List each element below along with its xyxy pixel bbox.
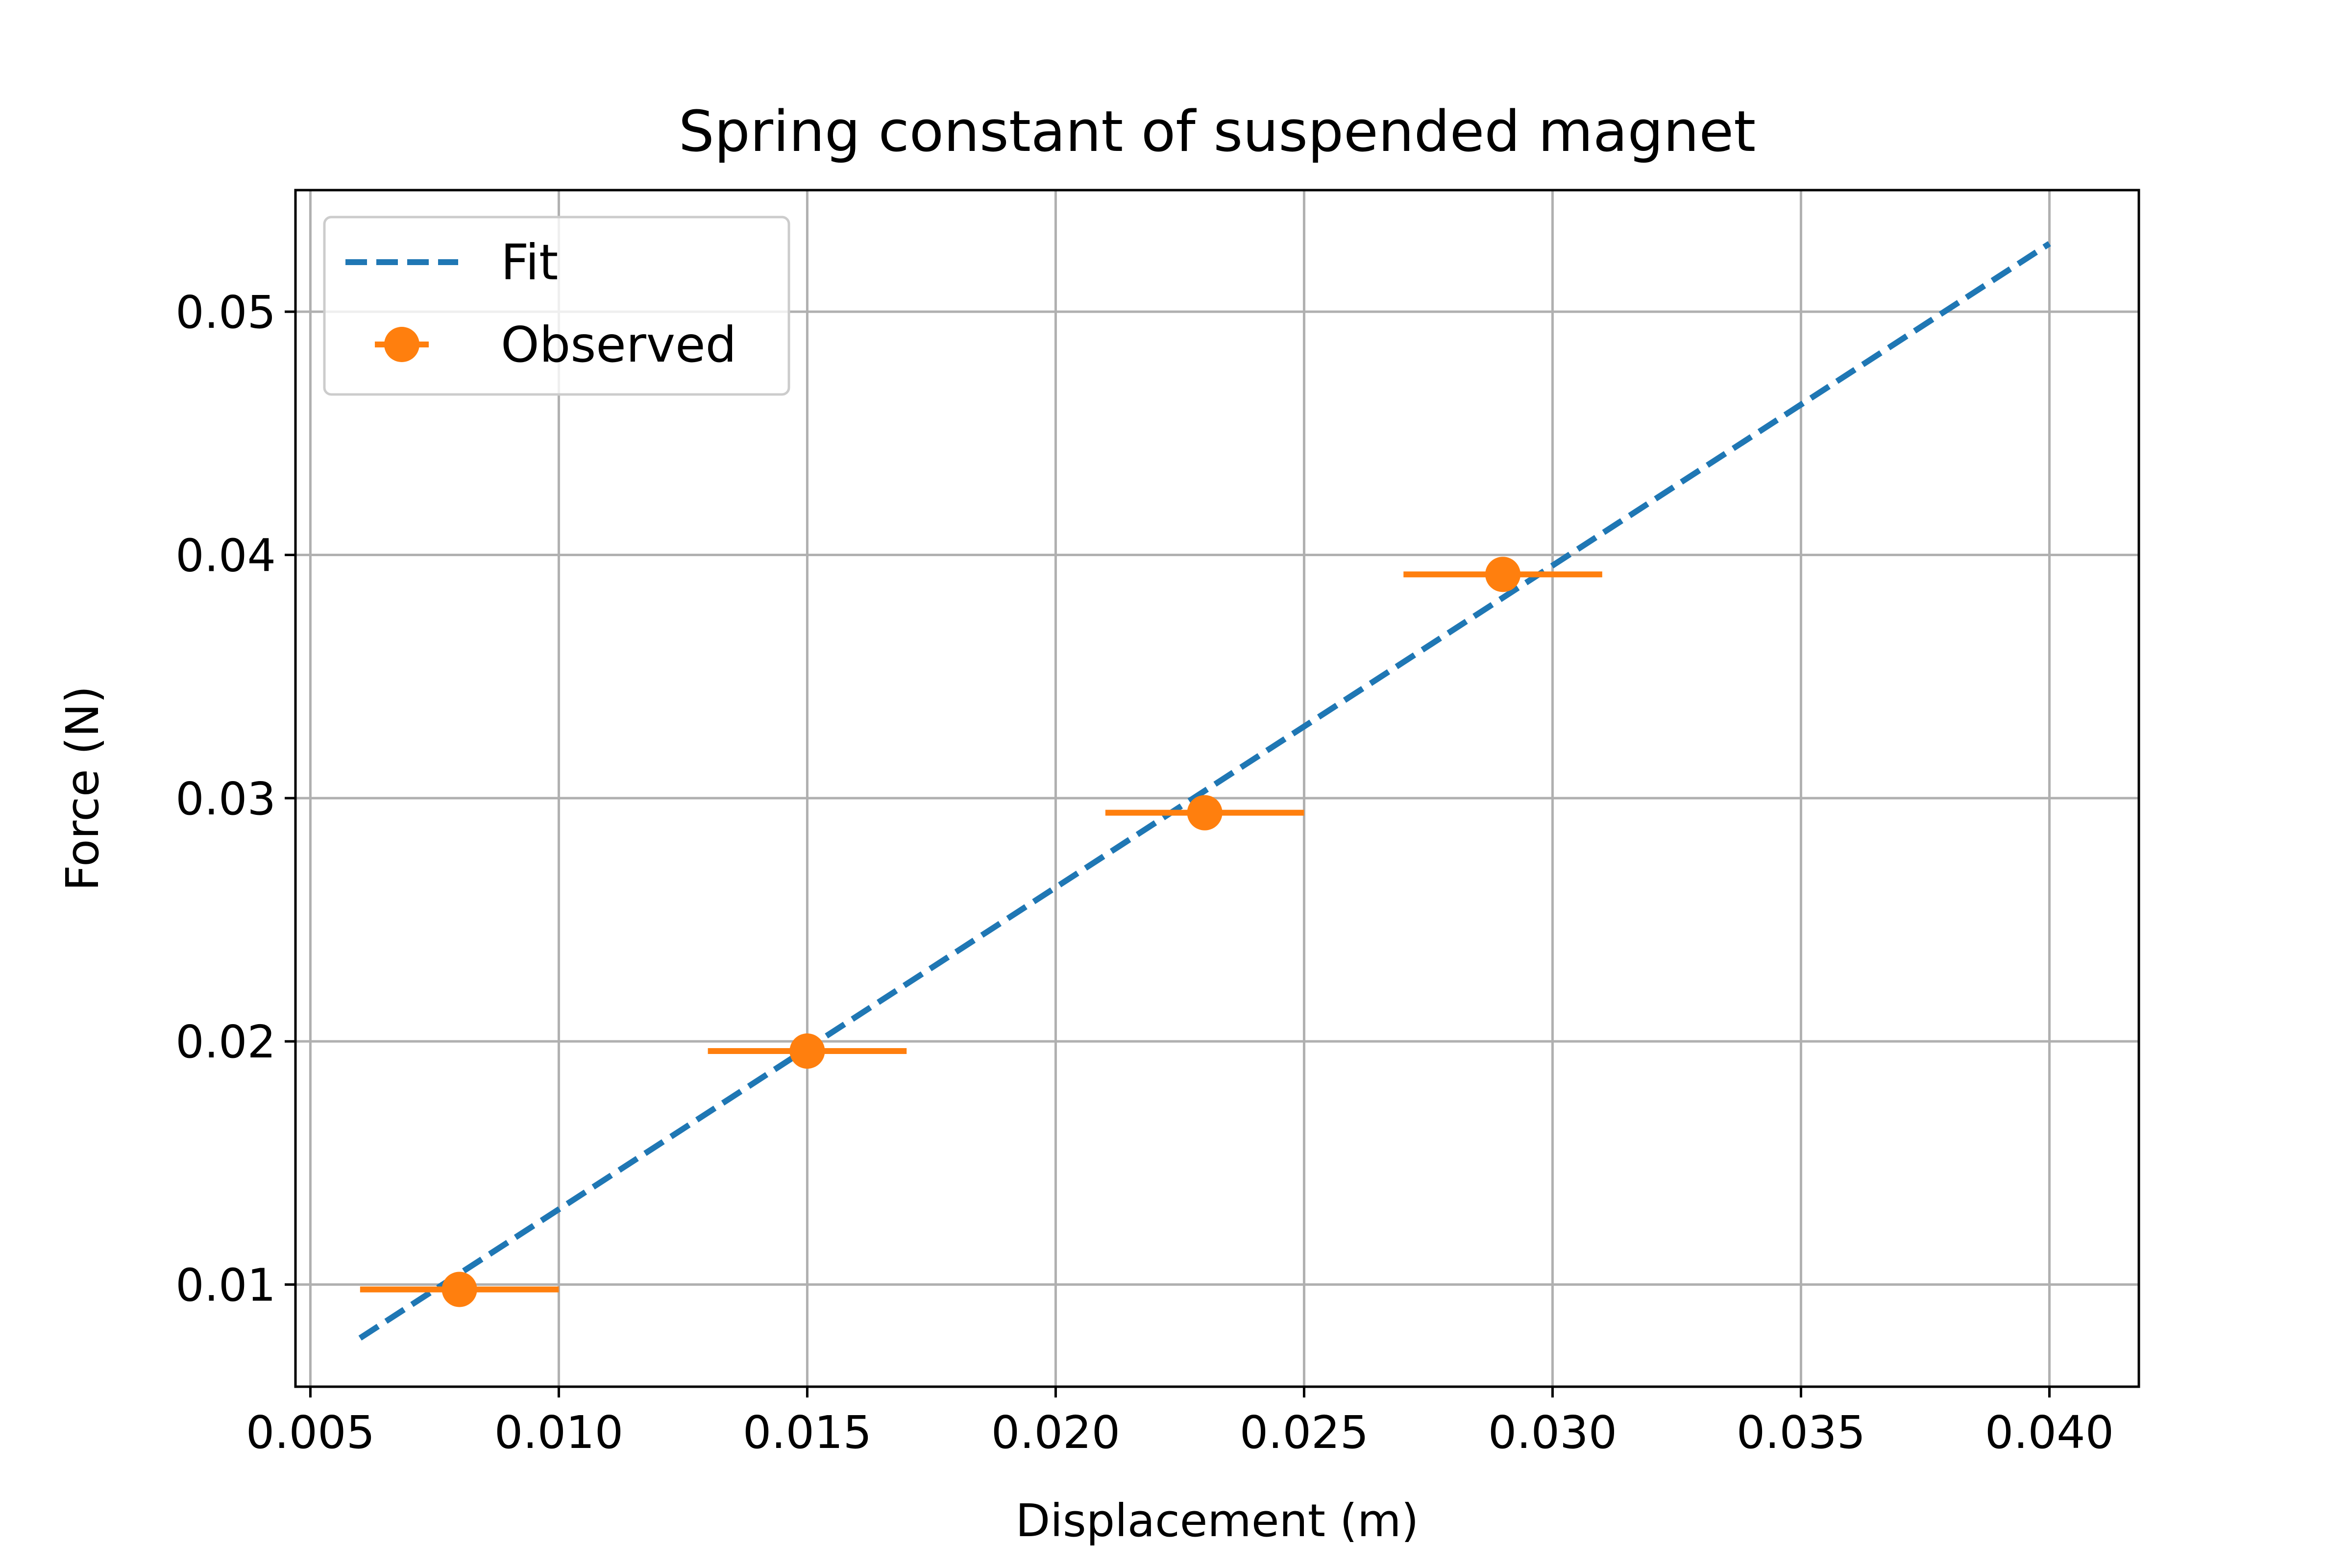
x-tick-label: 0.020 <box>991 1406 1120 1459</box>
x-tick-label: 0.010 <box>494 1406 623 1459</box>
grid <box>295 190 2139 1387</box>
observed-points-layer <box>360 557 1602 1307</box>
fit-line <box>358 241 2051 1341</box>
legend: Fit Observed <box>323 216 790 396</box>
x-tick-label: 0.030 <box>1488 1406 1617 1459</box>
y-axis-label: Force (N) <box>56 686 109 891</box>
x-tick-label: 0.035 <box>1737 1406 1865 1459</box>
chart-title: Spring constant of suspended magnet <box>679 99 1756 165</box>
observed-point <box>1187 795 1223 831</box>
x-tick-label: 0.025 <box>1240 1406 1369 1459</box>
observed-point <box>441 1272 477 1307</box>
observed-point <box>789 1033 825 1069</box>
fit-line-layer <box>358 241 2051 1341</box>
y-tick-label: 0.03 <box>175 773 276 825</box>
axis-ticks: 0.005 0.010 0.015 0.020 0.025 0.030 0.035 0.040… <box>175 286 2114 1459</box>
legend-fit-label: Fit <box>501 234 558 291</box>
legend-observed-label: Observed <box>501 316 736 373</box>
legend-observed-swatch-marker <box>384 327 419 362</box>
x-axis-label: Displacement (m) <box>1015 1494 1419 1547</box>
observed-point <box>1485 557 1521 592</box>
y-tick-label: 0.01 <box>175 1259 276 1312</box>
y-tick-label: 0.05 <box>175 286 276 339</box>
y-tick-label: 0.02 <box>175 1016 276 1068</box>
plot-frame <box>294 189 2140 1388</box>
x-tick-label: 0.015 <box>743 1406 872 1459</box>
x-tick-label: 0.040 <box>1985 1406 2114 1459</box>
x-tick-label: 0.005 <box>246 1406 375 1459</box>
y-tick-label: 0.04 <box>175 530 276 582</box>
